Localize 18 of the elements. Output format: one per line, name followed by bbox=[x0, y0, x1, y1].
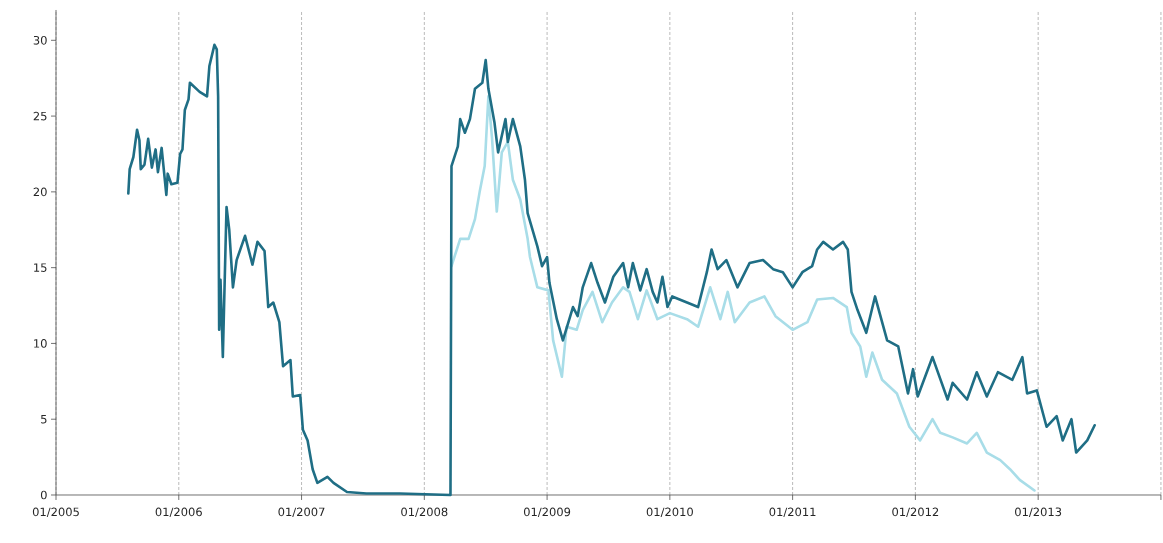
y-tick-label: 20 bbox=[33, 187, 47, 197]
x-tick-label: 01/2013 bbox=[1015, 507, 1062, 518]
x-tick-label: 01/2010 bbox=[646, 507, 693, 518]
x-tick-label: 01/2008 bbox=[401, 507, 448, 518]
y-tick-label: 30 bbox=[33, 35, 47, 45]
y-tick-label: 25 bbox=[33, 111, 47, 121]
x-tick-label: 01/2009 bbox=[523, 507, 571, 518]
x-tick-label: 01/2006 bbox=[155, 507, 202, 518]
y-tick-label: 10 bbox=[34, 339, 47, 348]
x-tick-label: 01/2007 bbox=[278, 507, 325, 518]
y-tick-label: 0 bbox=[40, 490, 47, 500]
line-series bbox=[127, 43, 1096, 497]
line-series bbox=[450, 95, 1036, 492]
x-tick-label: 01/2012 bbox=[892, 507, 939, 518]
y-tick-label: 5 bbox=[41, 414, 47, 424]
x-tick-label: 01/2005 bbox=[32, 507, 79, 518]
y-tick-label: 15 bbox=[34, 263, 47, 272]
x-tick-label: 01/2011 bbox=[769, 507, 816, 518]
